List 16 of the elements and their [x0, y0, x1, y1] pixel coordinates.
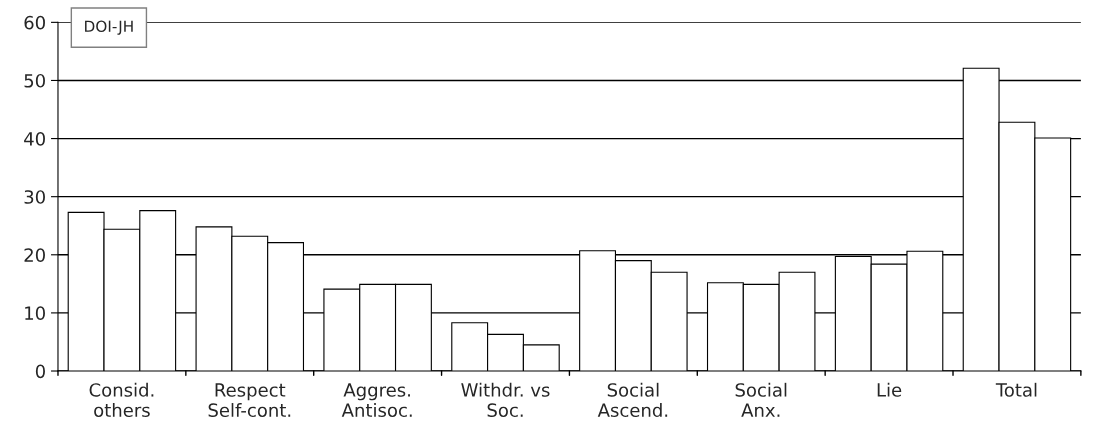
chart-title: DOI-JH [85, 20, 133, 35]
y-tick-label: 20 [24, 248, 45, 262]
x-tick-label: Total [995, 382, 1037, 397]
x-tick-label: Respect Self-cont. [208, 383, 291, 418]
y-tick-label: 60 [24, 15, 45, 30]
x-tick-label: Withdr. vs Soc. [461, 382, 550, 418]
y-tick-label: 50 [24, 73, 45, 88]
x-tick-label: Consid. others [89, 382, 154, 418]
y-tick-label: 0 [35, 364, 45, 379]
x-tick-label: Aggres. Antisoc. [341, 383, 412, 418]
y-tick-label: 40 [24, 132, 45, 146]
y-tick-label: 10 [25, 306, 45, 321]
x-tick-label: Social Anx. [735, 382, 787, 417]
x-tick-label: Lie [877, 382, 902, 397]
y-tick-label: 30 [24, 190, 45, 204]
x-tick-label: Social Ascend. [597, 382, 668, 418]
